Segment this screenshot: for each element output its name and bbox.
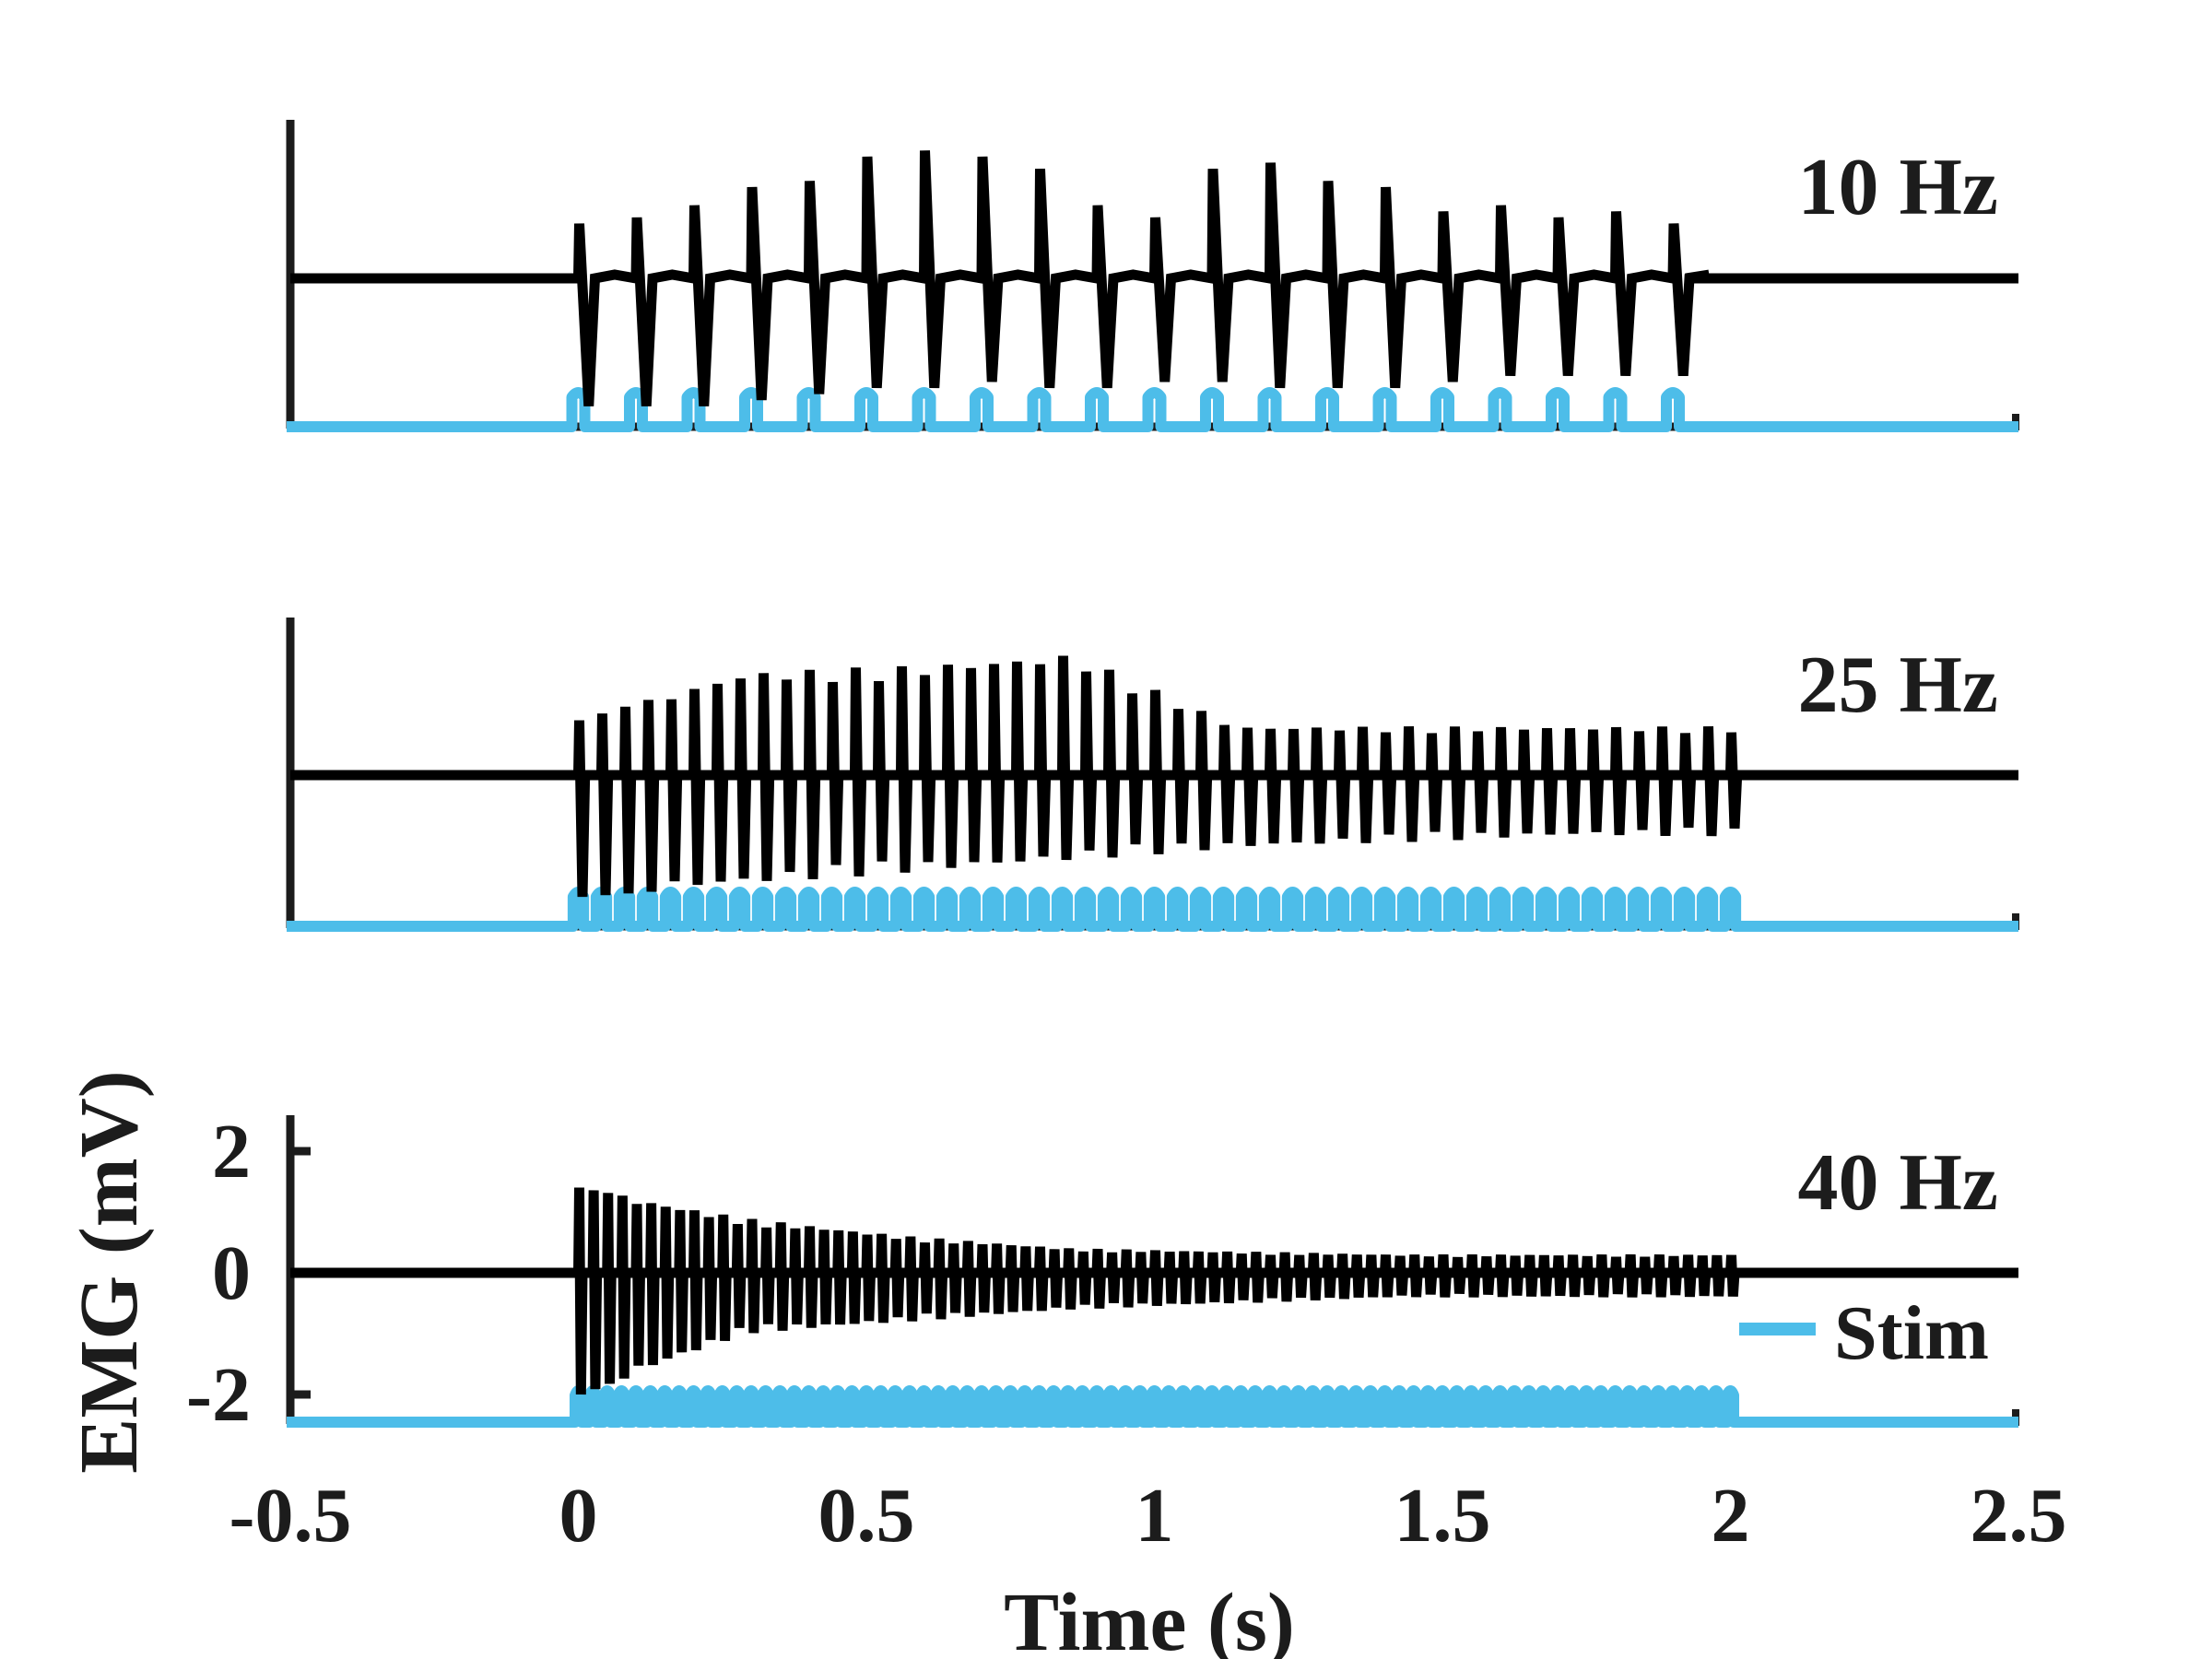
x-tick-label: -0.5 [229,1473,352,1559]
x-tick-label: 2 [1712,1473,1750,1559]
panel-25hz: 25 Hz [286,618,2019,932]
panel-40hz: 40 Hz 2 0 -2 [186,1109,2019,1438]
x-tick-label: 1 [1135,1473,1174,1559]
x-axis-title: Time (s) [1004,1577,1295,1659]
y-axis-title: EMG (mV) [64,1070,155,1473]
x-tick-label: 0.5 [818,1473,915,1559]
panels-layer: 10 Hz 25 Hz 40 Hz 2 0 -2 [186,120,2019,1438]
x-tick-label: 1.5 [1394,1473,1491,1559]
stim-trace [287,387,2018,432]
stim-trace [287,1385,2018,1428]
panel-10hz: 10 Hz [286,120,2019,432]
legend: Stim [1739,1290,1989,1376]
emg-trace [290,1187,2018,1395]
y-tick-label: 0 [212,1230,251,1316]
y-tick-label: 2 [212,1109,251,1194]
panel-label: 25 Hz [1797,641,1998,730]
emg-trace [290,655,2018,898]
panel-label: 10 Hz [1797,143,1998,232]
x-tick-label: 0 [559,1473,598,1559]
legend-stim-label: Stim [1834,1290,1989,1376]
x-tick-labels: -0.5 0 0.5 1 1.5 2 2.5 [229,1473,2067,1559]
panel-label: 40 Hz [1797,1138,1998,1228]
x-tick-label: 2.5 [1971,1473,2067,1559]
y-tick-label: -2 [186,1352,251,1438]
emg-trace [290,150,2018,406]
stim-trace [287,887,2018,932]
